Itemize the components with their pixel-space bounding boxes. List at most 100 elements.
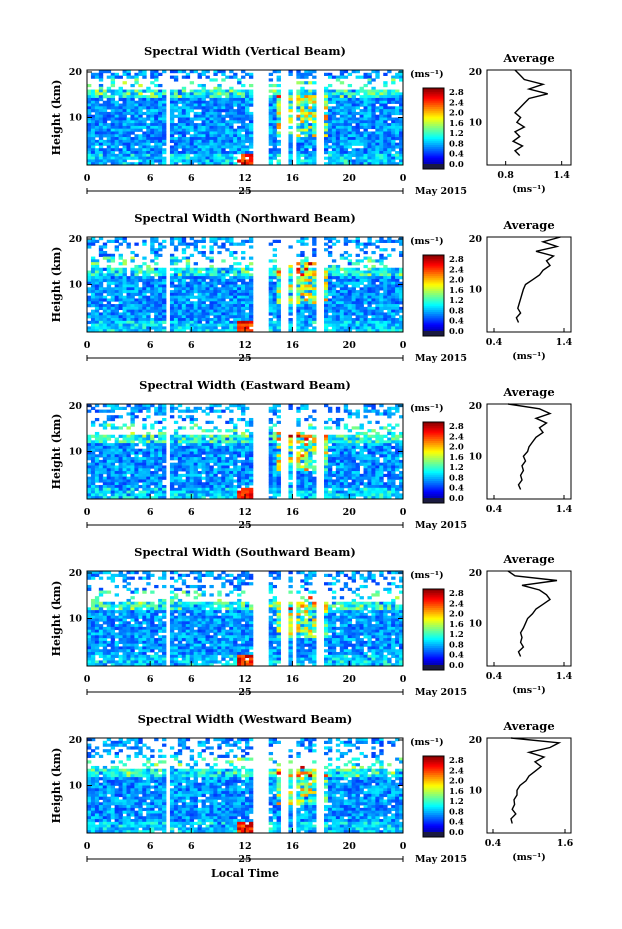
heatmap-cell (87, 479, 92, 483)
heatmap-cell (154, 295, 159, 299)
heatmap-cell (308, 123, 313, 127)
heatmap-cell (213, 89, 218, 93)
heatmap-cell (138, 476, 143, 480)
heatmap-cell (150, 159, 155, 163)
heatmap-cell (351, 298, 356, 302)
heatmap-cell (138, 465, 143, 469)
heatmap-cell (173, 151, 179, 155)
heatmap-cell (106, 123, 112, 127)
heatmap-cell (237, 326, 242, 330)
heatmap-cell (142, 423, 147, 427)
heatmap-cell (213, 304, 218, 308)
heatmap-cell (225, 315, 230, 319)
heatmap-cell (241, 117, 246, 121)
heatmap-cell (158, 312, 163, 316)
heatmap-cell (276, 92, 281, 96)
heatmap-cell (106, 306, 112, 311)
heatmap-cell (355, 239, 360, 243)
heatmap-cell (118, 406, 123, 410)
heatmap-cell (288, 295, 293, 299)
heatmap-cell (363, 142, 368, 146)
heatmap-cell (158, 431, 163, 436)
heatmap-cell (118, 312, 123, 316)
heatmap-cell (142, 103, 147, 107)
heatmap-cell (162, 440, 167, 444)
heatmap-cell (134, 493, 139, 497)
heatmap-cell (395, 95, 400, 99)
heatmap-cell (90, 137, 96, 141)
heatmap-cell (102, 306, 108, 311)
heatmap-cell (343, 312, 349, 316)
heatmap-cell (98, 123, 104, 127)
heatmap-cell (225, 114, 230, 118)
heatmap-cell (134, 306, 139, 311)
heatmap-cell (343, 139, 349, 144)
heatmap-cell (383, 270, 388, 274)
heatmap-cell (379, 89, 384, 93)
heatmap-cell (158, 465, 163, 469)
heatmap-cell (169, 312, 175, 316)
heatmap-cell (114, 123, 119, 127)
heatmap-cell (233, 162, 238, 166)
heatmap-cell (169, 276, 175, 280)
heatmap-cell (126, 462, 131, 466)
heatmap-cell (245, 315, 250, 319)
heatmap-cell (134, 148, 139, 152)
heatmap-cell (237, 459, 242, 464)
heatmap-cell (209, 100, 214, 104)
heatmap-cell (209, 250, 214, 255)
heatmap-cell (90, 239, 96, 243)
date-label: 25 (238, 186, 251, 197)
heatmap-cell (371, 281, 376, 285)
heatmap-cell (241, 145, 246, 149)
heatmap-cell (300, 318, 305, 322)
heatmap-cell (225, 462, 230, 466)
heatmap-cell (276, 320, 281, 325)
heatmap-cell (288, 318, 293, 322)
heatmap-cell (205, 412, 210, 416)
heatmap-cell (146, 100, 151, 104)
heatmap-cell (399, 125, 404, 130)
heatmap-cell (233, 276, 238, 280)
heatmap-cell (173, 312, 179, 316)
heatmap-cell (90, 131, 96, 135)
heatmap-cell (110, 72, 116, 76)
heatmap-cell (343, 162, 349, 166)
heatmap-cell (331, 97, 337, 102)
heatmap-cell (355, 276, 360, 280)
heatmap-cell (217, 153, 222, 158)
heatmap-cell (395, 323, 400, 327)
heatmap-cell (245, 493, 250, 497)
heatmap-cell (233, 429, 238, 433)
colorbar-segment (423, 146, 444, 150)
heatmap-cell (209, 482, 214, 486)
heatmap-cell (118, 306, 123, 311)
heatmap-cell (169, 242, 175, 246)
heatmap-cell (327, 237, 333, 241)
heatmap-cell (248, 476, 254, 480)
heatmap-cell (391, 125, 396, 130)
heatmap-cell (169, 134, 175, 138)
heatmap-cell (130, 431, 135, 436)
heatmap-cell (395, 295, 400, 299)
heatmap-cell (276, 151, 281, 155)
heatmap-cell (146, 329, 151, 333)
heatmap-cell (197, 326, 202, 330)
heatmap-cell (335, 239, 341, 243)
heatmap-cell (343, 153, 349, 158)
heatmap-cell (185, 137, 191, 141)
heatmap-cell (189, 426, 195, 430)
heatmap-cell (162, 131, 167, 135)
heatmap-cell (173, 496, 179, 500)
heatmap-cell (383, 81, 388, 85)
heatmap-cell (118, 493, 123, 497)
heatmap-cell (146, 298, 151, 302)
heatmap-cell (118, 465, 123, 469)
heatmap-cell (150, 97, 155, 102)
heatmap-cell (87, 448, 92, 452)
heatmap-cell (335, 292, 341, 297)
heatmap-cell (387, 114, 392, 118)
heatmap-cell (233, 434, 238, 438)
heatmap-cell (193, 97, 198, 102)
heatmap-cell (233, 304, 238, 308)
